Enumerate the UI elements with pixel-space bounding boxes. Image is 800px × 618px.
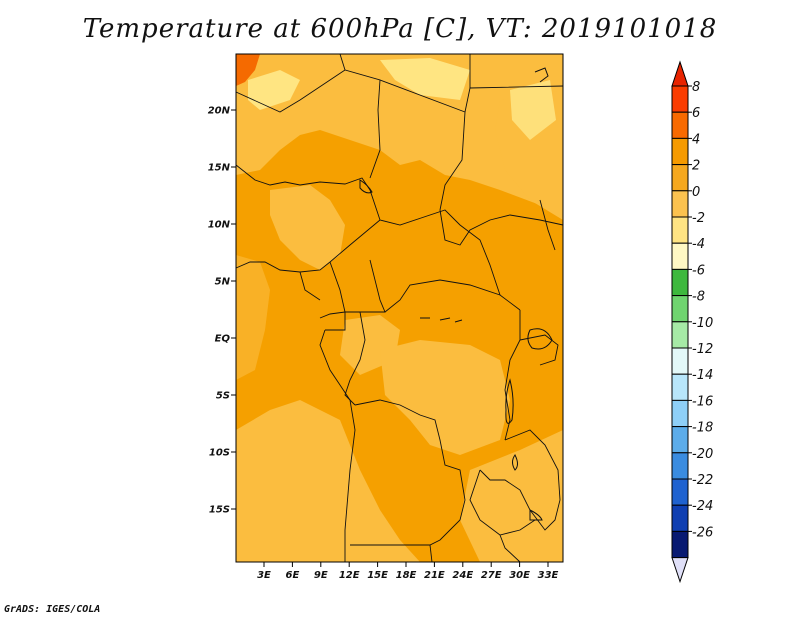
lat-label: 10N <box>208 220 231 231</box>
colorbar-label: 4 <box>692 132 700 147</box>
lakes <box>359 67 553 521</box>
colorbar-segment <box>671 399 689 428</box>
lat-label: 10S <box>209 448 230 459</box>
colorbar-label: -24 <box>692 499 713 514</box>
lon-label: 18E <box>396 570 417 581</box>
colorbar-segment <box>671 478 689 506</box>
pale-region-north-2 <box>380 58 470 100</box>
colorbar-label: -18 <box>692 421 713 436</box>
light-region-cameroon <box>270 185 345 270</box>
colorbar-label: -16 <box>692 394 713 409</box>
colorbar-top-arrow <box>671 60 689 87</box>
lat-label: 15N <box>208 163 231 174</box>
colorbar-segment <box>671 321 689 349</box>
colorbar-segment <box>671 164 689 192</box>
colorbar-segment <box>671 504 689 532</box>
colorbar-segment <box>671 373 689 401</box>
lon-label: 24E <box>452 570 473 581</box>
colorbar-label: -20 <box>692 447 713 462</box>
latitude-axis: 20N 15N 10N 5N EQ 5S 10S 15S <box>208 106 236 516</box>
map-panel <box>235 53 564 563</box>
colorbar-label: 0 <box>692 185 700 200</box>
light-region-south <box>236 400 420 562</box>
colorbar-label: 8 <box>692 80 700 95</box>
light-region-west <box>236 255 270 380</box>
lon-label: 27E <box>481 570 502 581</box>
colorbar-label: -2 <box>692 211 705 226</box>
colorbar-label: -22 <box>692 473 713 488</box>
colorbar-segment <box>671 216 689 244</box>
colorbar-segment <box>671 530 689 559</box>
colorbar-bottom-arrow <box>671 557 689 584</box>
colorbar-label: -26 <box>692 525 713 540</box>
pale-region-east <box>510 80 556 140</box>
longitude-axis: 3E 6E 9E 12E 15E 18E 21E 24E 27E 30E 33E <box>257 562 559 581</box>
colorbar-label: -6 <box>692 263 705 278</box>
colorbar-label: -4 <box>692 237 705 252</box>
lat-label: 20N <box>208 106 231 117</box>
light-region-north <box>236 54 563 215</box>
country-borders <box>235 53 564 563</box>
lon-label: 30E <box>509 570 530 581</box>
colorbar-segment <box>671 190 689 218</box>
lat-label: 15S <box>209 505 230 516</box>
colorbar: 8 6 4 2 0 -2 -4 -6 -8 -10 -12 -14 -16 -18 -20 -22 -24 -26 <box>671 60 713 584</box>
light-region-southeast <box>460 430 563 562</box>
colorbar-segment <box>671 426 689 454</box>
chart-title: Temperature at 600hPa [C], VT: 201910101… <box>82 14 718 44</box>
colorbar-segment <box>671 295 689 323</box>
colorbar-label: 6 <box>692 106 700 121</box>
colorbar-segment <box>671 85 689 113</box>
lat-label: 5S <box>216 391 230 402</box>
colorbar-segment <box>671 452 689 480</box>
colorbar-label: -10 <box>692 316 713 331</box>
lon-label: 21E <box>424 570 445 581</box>
lon-label: 15E <box>367 570 388 581</box>
lon-label: 6E <box>286 570 300 581</box>
lon-label: 9E <box>314 570 328 581</box>
colorbar-segment <box>671 347 689 375</box>
map-frame <box>235 53 564 563</box>
hot-region-corner <box>236 54 260 86</box>
colorbar-segment <box>671 242 689 270</box>
lon-label: 3E <box>257 570 271 581</box>
light-region-central <box>380 340 510 455</box>
pale-region-north-1 <box>248 70 300 110</box>
colorbar-label: -14 <box>692 368 713 383</box>
colorbar-segment <box>671 111 689 139</box>
colorbar-label: -12 <box>692 342 713 357</box>
lat-label: EQ <box>215 334 231 345</box>
software-credit: GrADS: IGES/COLA <box>4 604 101 615</box>
lat-label: 5N <box>215 277 231 288</box>
lon-label: 12E <box>339 570 360 581</box>
lon-label: 33E <box>538 570 559 581</box>
colorbar-segment <box>671 268 689 297</box>
colorbar-label: 2 <box>692 159 700 174</box>
colorbar-segment <box>671 137 689 166</box>
colorbar-label: -8 <box>692 290 705 305</box>
